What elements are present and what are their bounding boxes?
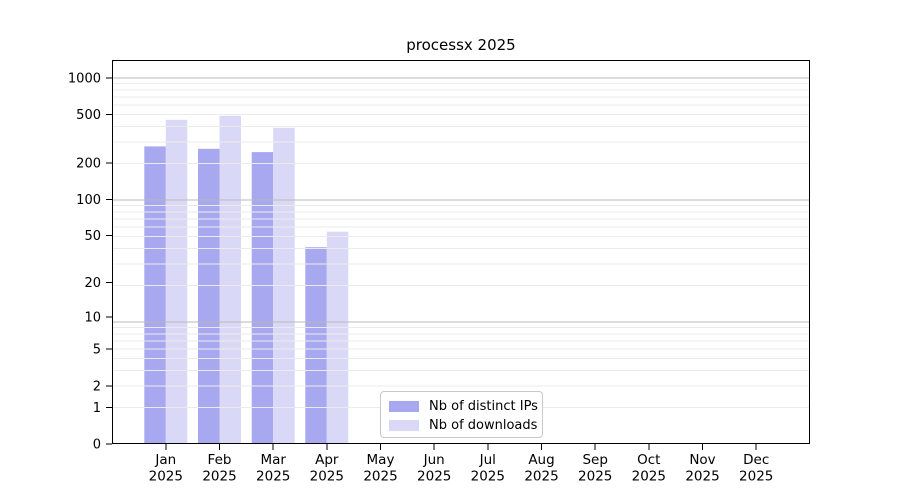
y-axis: 0 1 2 5 10 20 50 100 200 500 1000 [68, 71, 112, 453]
x-tick-label-month: Dec [743, 452, 769, 468]
bar-downloads-jan [165, 119, 188, 445]
bar-downloads-mar [273, 127, 295, 445]
x-tick-label-year: 2025 [417, 469, 451, 485]
x-tick-label-month: Jul [479, 452, 496, 468]
x-tick-label-month: May [367, 452, 395, 468]
legend-swatch-distinct-ips-icon [389, 401, 419, 412]
legend-label-downloads: Nb of downloads [429, 418, 538, 433]
x-tick-label-year: 2025 [310, 469, 344, 485]
x-tick-label-month: Aug [528, 452, 554, 468]
x-tick-label-year: 2025 [685, 469, 719, 485]
x-tick-label-month: Feb [208, 452, 232, 468]
legend-label-distinct-ips: Nb of distinct IPs [429, 399, 538, 414]
x-tick-label-year: 2025 [632, 469, 666, 485]
bar-distinct-ips-mar [251, 152, 274, 444]
x-tick-label-month: Jan [154, 452, 176, 468]
y-tick-label: 20 [84, 276, 101, 291]
y-tick-label: 5 [93, 343, 101, 358]
legend-item-downloads: Nb of downloads [389, 416, 542, 435]
y-tick-label: 100 [76, 193, 101, 208]
x-tick-label-month: Nov [689, 452, 715, 468]
bar-distinct-ips-feb [198, 148, 220, 445]
x-tick-label-year: 2025 [202, 469, 236, 485]
legend: Nb of distinct IPs Nb of downloads [380, 391, 543, 438]
chart-title: processx 2025 [406, 36, 516, 54]
x-tick-label-year: 2025 [363, 469, 397, 485]
gridlines-layer [112, 77, 810, 408]
x-tick-label-year: 2025 [471, 469, 505, 485]
axes-frame [112, 60, 810, 444]
x-axis: Jan2025Feb2025Mar2025Apr2025May2025Jun20… [149, 444, 773, 485]
x-tick-label-month: Mar [260, 452, 286, 468]
bar-downloads-apr [326, 231, 349, 444]
bars-layer [144, 115, 349, 445]
y-tick-label: 1000 [68, 71, 101, 86]
x-tick-label-year: 2025 [256, 469, 290, 485]
bar-distinct-ips-apr [305, 247, 327, 444]
y-tick-label: 2 [93, 379, 101, 394]
bar-downloads-feb [219, 115, 241, 445]
bar-distinct-ips-jan [144, 146, 166, 444]
x-tick-label-year: 2025 [524, 469, 558, 485]
y-tick-label: 0 [93, 438, 101, 453]
x-tick-label-month: Oct [637, 452, 660, 468]
x-tick-label-month: Apr [315, 452, 339, 468]
x-tick-label-year: 2025 [578, 469, 612, 485]
legend-item-distinct-ips: Nb of distinct IPs [389, 397, 542, 416]
legend-swatch-downloads-icon [389, 420, 419, 431]
x-tick-label-year: 2025 [739, 469, 773, 485]
x-tick-label-month: Sep [582, 452, 607, 468]
y-tick-label: 50 [84, 229, 101, 244]
x-tick-label-month: Jun [423, 452, 445, 468]
x-tick-label-year: 2025 [149, 469, 183, 485]
y-tick-label: 10 [84, 311, 101, 326]
y-tick-label: 200 [76, 157, 101, 172]
y-tick-label: 1 [93, 401, 101, 416]
y-tick-label: 500 [76, 108, 101, 123]
